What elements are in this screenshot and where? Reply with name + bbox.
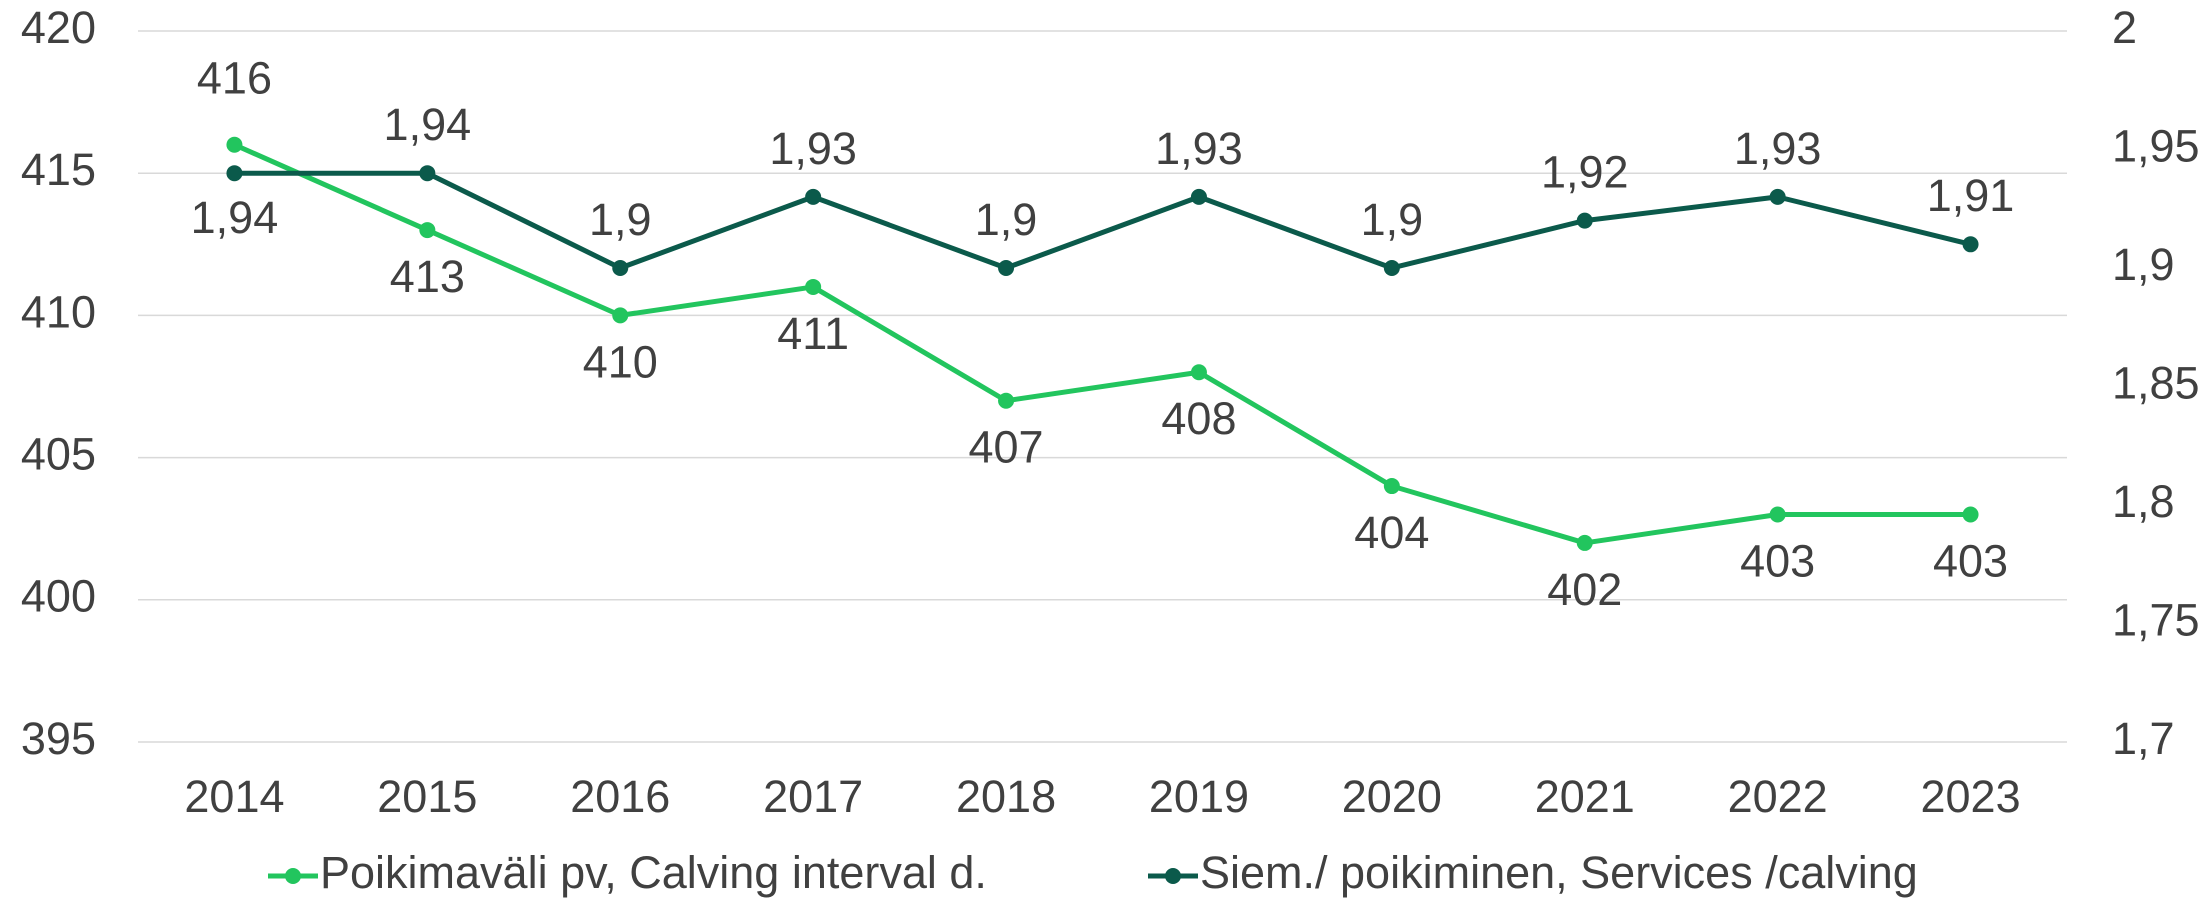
series-point	[226, 136, 243, 153]
series-point	[612, 307, 629, 324]
series-line	[233, 142, 1971, 546]
y2-tick-label: 1,7	[2112, 713, 2175, 764]
series-point	[1769, 506, 1786, 523]
series-point	[1383, 478, 1400, 495]
series-point	[805, 188, 822, 205]
y-tick-label: 405	[21, 428, 96, 479]
y2-tick-label: 1,8	[2112, 476, 2175, 527]
x-tick-label: 2018	[956, 771, 1056, 822]
y2-tick-label: 1,9	[2112, 239, 2175, 290]
data-label: 1,9	[1361, 194, 1424, 245]
series-point	[1576, 212, 1593, 229]
data-label: 403	[1740, 535, 1815, 586]
data-label: 416	[197, 53, 272, 104]
series-point	[1190, 364, 1207, 381]
x-tick-label: 2022	[1728, 771, 1828, 822]
x-tick-label: 2017	[763, 771, 863, 822]
data-label: 407	[969, 422, 1044, 473]
y-tick-label: 395	[21, 713, 96, 764]
y2-tick-label: 1,75	[2112, 594, 2200, 645]
series-point	[1576, 534, 1593, 551]
data-label: 1,9	[975, 194, 1038, 245]
data-label: 1,94	[191, 192, 279, 243]
data-label: 411	[777, 308, 849, 359]
data-label: 1,93	[769, 123, 857, 174]
data-label: 410	[583, 336, 658, 387]
series-point	[1190, 188, 1207, 205]
data-label: 1,91	[1927, 170, 2015, 221]
data-label: 1,93	[1155, 123, 1243, 174]
x-tick-label: 2023	[1920, 771, 2020, 822]
series-point	[1962, 506, 1979, 523]
series-point	[998, 392, 1015, 409]
legend-label: Poikimaväli pv, Calving interval d.	[320, 847, 987, 898]
series-point	[1962, 236, 1979, 253]
series-point	[1769, 188, 1786, 205]
data-label: 1,92	[1541, 146, 1629, 197]
data-label: 403	[1933, 535, 2008, 586]
x-tick-label: 2021	[1535, 771, 1635, 822]
x-tick-label: 2014	[184, 771, 284, 822]
data-label: 413	[390, 251, 465, 302]
y-tick-label: 400	[21, 571, 96, 622]
x-tick-label: 2019	[1149, 771, 1249, 822]
x-tick-label: 2020	[1342, 771, 1442, 822]
y2-tick-label: 2	[2112, 2, 2137, 53]
series-point	[419, 165, 436, 182]
series-point	[612, 260, 629, 276]
legend-marker	[1165, 868, 1181, 884]
legend-marker	[285, 868, 301, 884]
data-label: 1,94	[384, 99, 472, 150]
y-tick-label: 420	[21, 2, 96, 53]
series-point	[805, 278, 822, 295]
series-point	[226, 165, 243, 182]
series-line	[234, 170, 1972, 271]
x-tick-label: 2015	[377, 771, 477, 822]
data-label: 1,9	[589, 194, 652, 245]
y2-tick-label: 1,85	[2112, 357, 2200, 408]
y-tick-label: 415	[21, 144, 96, 195]
data-label: 404	[1354, 507, 1429, 558]
y2-tick-label: 1,95	[2112, 120, 2200, 171]
y-tick-label: 410	[21, 286, 96, 337]
x-tick-label: 2016	[570, 771, 670, 822]
series-point	[419, 222, 436, 239]
legend-label: Siem./ poikiminen, Services /calving	[1200, 847, 1918, 898]
data-label: 402	[1547, 564, 1622, 615]
series-point	[1383, 260, 1400, 276]
series-point	[998, 260, 1015, 276]
data-label: 408	[1161, 393, 1236, 444]
data-label: 1,93	[1734, 123, 1822, 174]
